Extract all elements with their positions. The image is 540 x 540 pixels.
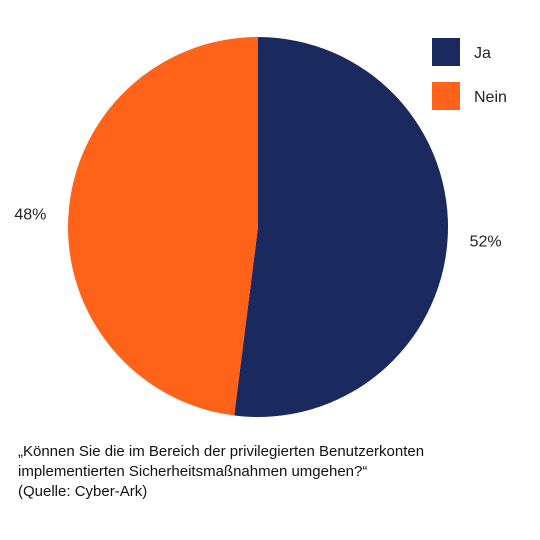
caption-question-line-1: „Können Sie die im Bereich der privilegi…	[18, 443, 425, 460]
legend-swatch-nein	[432, 82, 460, 110]
legend: Ja Nein	[432, 38, 507, 110]
chart-caption: „Können Sie die im Bereich der privilegi…	[18, 442, 528, 502]
legend-label-nein: Nein	[474, 89, 507, 106]
pie-value-label-ja: 52%	[470, 233, 502, 250]
pie-slice-ja	[234, 37, 448, 417]
pie-slices	[67, 37, 448, 417]
legend-swatch-ja	[432, 38, 460, 66]
caption-source: (Quelle: Cyber-Ark)	[18, 483, 148, 500]
pie-value-labels: 52% 48%	[14, 207, 501, 251]
pie-value-label-nein: 48%	[14, 207, 46, 224]
caption-question-line-2: implementierten Sicherheitsmaßnahmen umg…	[18, 463, 368, 480]
legend-label-ja: Ja	[474, 45, 491, 62]
pie-slice-nein	[67, 37, 258, 416]
